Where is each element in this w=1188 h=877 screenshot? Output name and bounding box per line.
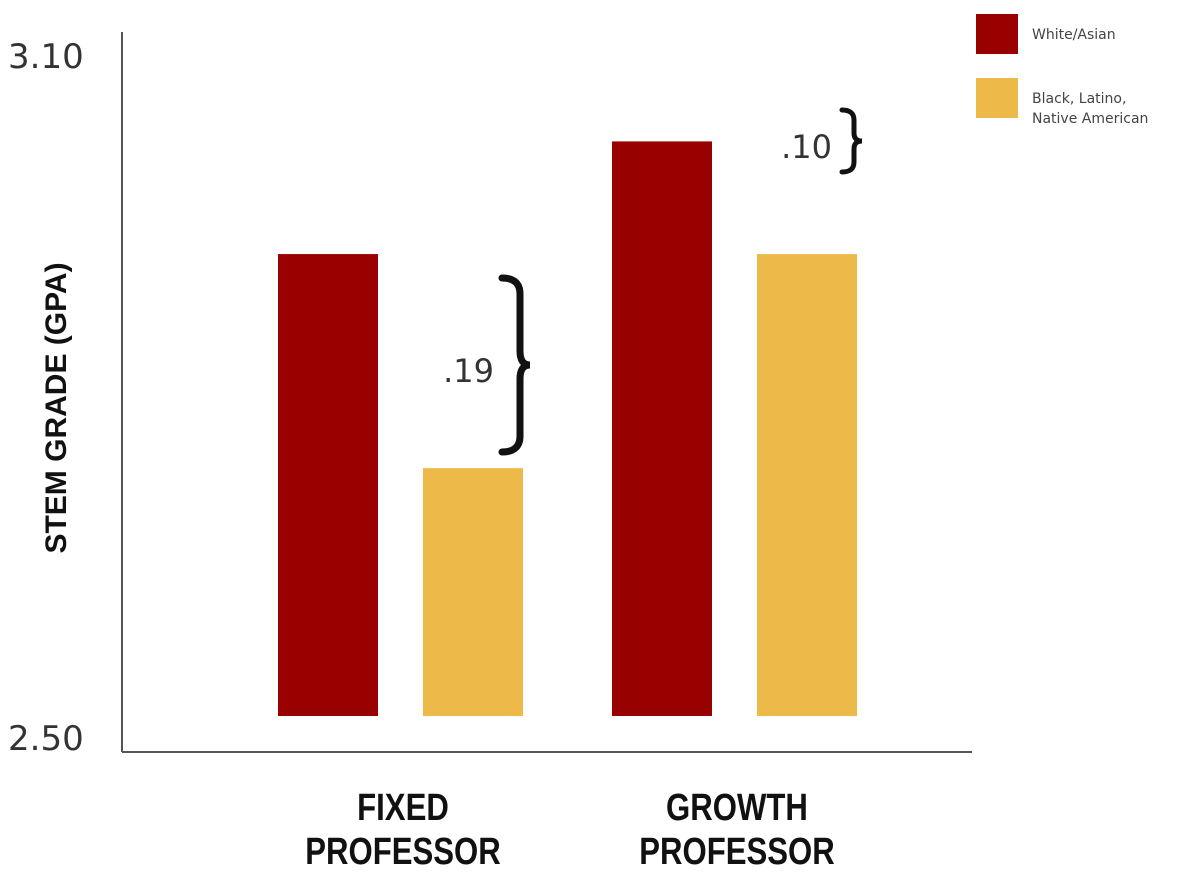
axes: 3.10 2.50 [8, 32, 972, 759]
bar-white-asian-fixed [278, 254, 378, 717]
x-tick-label-fixed: FIXED PROFESSOR [305, 787, 501, 873]
gap-brace-growth [839, 107, 863, 175]
legend-label-line: Native American [1032, 111, 1148, 127]
x-tick-label-line: GROWTH [666, 787, 808, 829]
x-tick-label-line: PROFESSOR [639, 831, 835, 873]
legend-swatch-0 [976, 14, 1018, 54]
gap-brace-fixed [498, 274, 531, 456]
gap-label-growth: .10 [781, 128, 832, 166]
bar-black-latino-native-american-growth [757, 254, 857, 717]
legend-label-0: White/Asian [1032, 27, 1116, 43]
bar-white-asian-growth [612, 141, 712, 716]
legend: White/Asian Black, Latino, Native American [976, 14, 1148, 127]
legend-swatch-1 [976, 78, 1018, 118]
x-tick-label-line: PROFESSOR [305, 831, 501, 873]
legend-label-line: White/Asian [1032, 27, 1116, 43]
y-axis-title: STEM GRADE (GPA) [40, 262, 73, 553]
gap-label-fixed: .19 [443, 352, 494, 390]
x-tick-label-line: FIXED [357, 787, 449, 829]
legend-label-line: Black, Latino, [1032, 91, 1126, 107]
legend-label-1: Black, Latino, Native American [1032, 91, 1148, 127]
y-tick-label: 3.10 [8, 37, 84, 77]
y-tick-label: 2.50 [8, 719, 84, 759]
bar-black-latino-native-american-fixed [423, 468, 523, 716]
gap-annotations: .19 .10 [443, 107, 863, 456]
x-tick-label-growth: GROWTH PROFESSOR [639, 787, 835, 873]
bars [278, 141, 857, 717]
